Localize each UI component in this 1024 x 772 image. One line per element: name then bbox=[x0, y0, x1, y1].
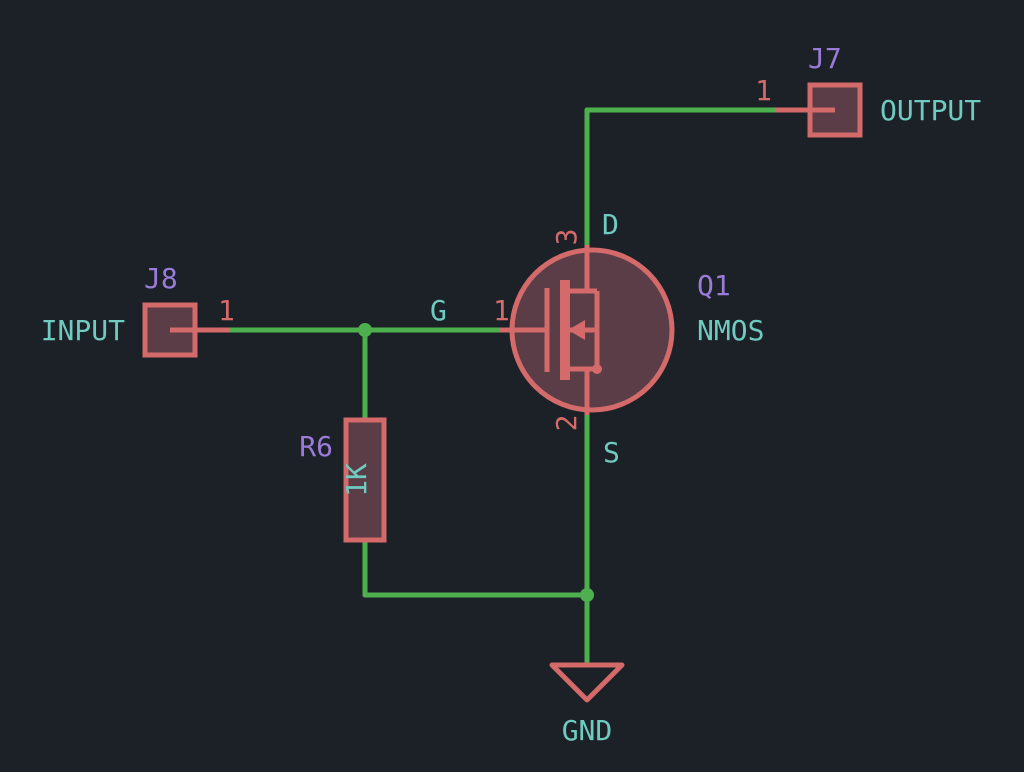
j7-name: OUTPUT bbox=[880, 94, 981, 127]
q1-pin-g: G bbox=[430, 294, 447, 327]
connector-j8: J8 INPUT 1 bbox=[41, 262, 235, 355]
schematic-canvas: J8 INPUT 1 J7 OUTPUT 1 R6 1K bbox=[0, 0, 1024, 772]
j7-ref: J7 bbox=[808, 42, 842, 75]
transistor-q1: Q1 NMOS G D S 1 3 2 bbox=[430, 208, 764, 469]
q1-pin-n1: 1 bbox=[493, 294, 510, 327]
j8-ref: J8 bbox=[144, 262, 178, 295]
wire-net bbox=[190, 110, 808, 665]
j8-name: INPUT bbox=[41, 314, 125, 347]
power-gnd: GND bbox=[552, 665, 622, 747]
resistor-r6: R6 1K bbox=[299, 420, 384, 540]
j8-pin1: 1 bbox=[218, 294, 235, 327]
r6-ref: R6 bbox=[299, 430, 333, 463]
q1-name: NMOS bbox=[697, 314, 764, 347]
q1-pin-d: D bbox=[602, 208, 619, 241]
j7-pin1: 1 bbox=[755, 74, 772, 107]
q1-pin-s: S bbox=[603, 436, 620, 469]
q1-pin-n3: 3 bbox=[550, 229, 583, 246]
r6-value: 1K bbox=[340, 463, 373, 497]
connector-j7: J7 OUTPUT 1 bbox=[755, 42, 981, 135]
gnd-label: GND bbox=[562, 714, 613, 747]
q1-ref: Q1 bbox=[697, 269, 731, 302]
q1-pin-n2: 2 bbox=[550, 415, 583, 432]
